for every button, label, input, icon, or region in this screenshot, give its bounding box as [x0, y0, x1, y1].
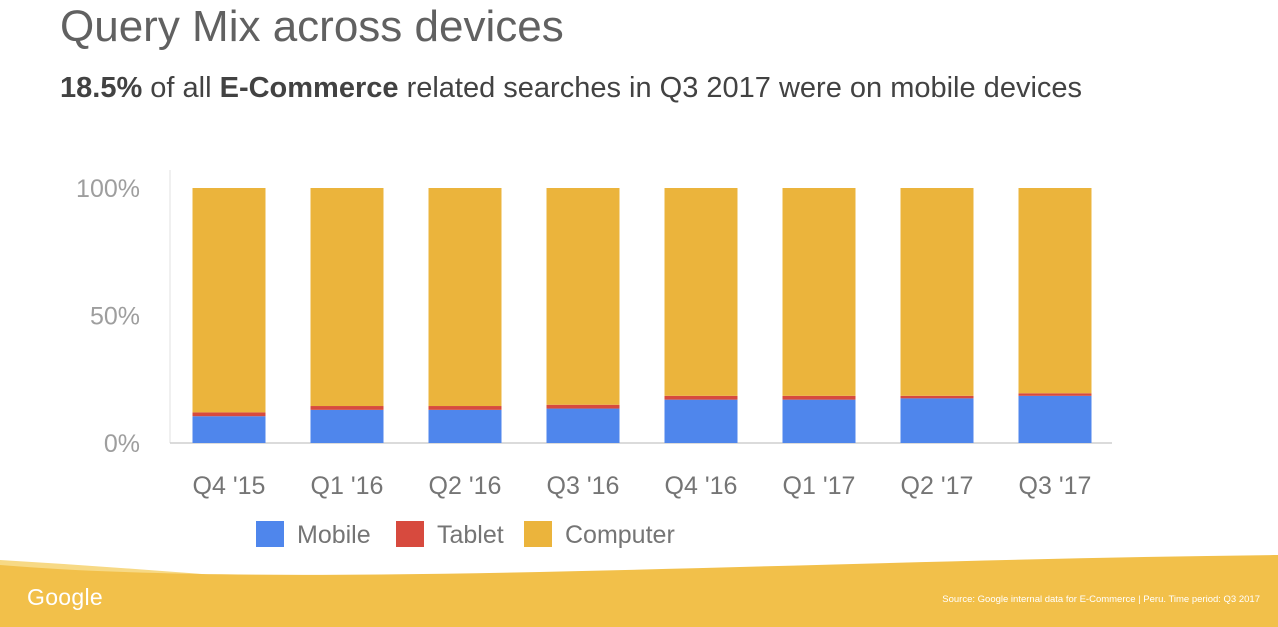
bar-segment-computer [192, 188, 266, 413]
y-tick-label: 100% [76, 175, 140, 203]
x-tick-label: Q3 '17 [1019, 472, 1092, 500]
bar-segment-computer [782, 188, 856, 396]
bar-segment-mobile [546, 408, 620, 443]
bar-segment-tablet [664, 395, 738, 400]
bar-segment-computer [900, 188, 974, 396]
bar-segment-mobile [192, 416, 266, 443]
x-tick-label: Q3 '16 [547, 472, 620, 500]
footer-band-shape [0, 555, 1278, 627]
legend-label-tablet: Tablet [437, 521, 504, 549]
footer-background [0, 555, 1278, 627]
bar-segment-tablet [546, 404, 620, 409]
source-note: Source: Google internal data for E-Comme… [942, 594, 1260, 605]
subtitle-text-1: of all [142, 72, 220, 104]
subtitle-text-2: related searches in Q3 2017 were on mobi… [398, 72, 1083, 104]
page-title: Query Mix across devices [60, 2, 564, 51]
bar-segment-mobile [310, 409, 384, 443]
bar-segment-tablet [428, 406, 502, 410]
legend: Mobile Tablet Computer [256, 521, 675, 549]
bar-segment-mobile [900, 398, 974, 443]
bars [192, 188, 1092, 443]
google-logo: Google [27, 584, 103, 610]
x-tick-label: Q4 '16 [665, 472, 738, 500]
x-tick-label: Q2 '17 [901, 472, 974, 500]
legend-swatch-tablet [396, 521, 424, 547]
bar-segment-computer [428, 188, 502, 407]
x-tick-label: Q1 '17 [783, 472, 856, 500]
x-tick-label: Q4 '15 [193, 472, 266, 500]
legend-swatch-computer [524, 521, 552, 547]
legend-swatch-mobile [256, 521, 284, 547]
bar-segment-mobile [782, 399, 856, 443]
x-tick-label: Q2 '16 [429, 472, 502, 500]
y-tick-label: 0% [104, 430, 140, 458]
legend-label-mobile: Mobile [297, 521, 371, 549]
bar-segment-tablet [782, 395, 856, 400]
bar-segment-mobile [1018, 395, 1092, 443]
y-axis-ticks: 0% 50% 100% [76, 175, 140, 458]
bar-segment-tablet [192, 412, 266, 417]
bar-segment-computer [546, 188, 620, 405]
bar-segment-tablet [1018, 393, 1092, 396]
subtitle-category: E-Commerce [219, 72, 399, 104]
bar-segment-mobile [664, 399, 738, 443]
bar-segment-tablet [900, 395, 974, 399]
bar-segment-tablet [310, 406, 384, 410]
y-tick-label: 50% [90, 303, 140, 331]
bar-segment-computer [664, 188, 738, 396]
bar-segment-mobile [428, 409, 502, 443]
bar-segment-computer [310, 188, 384, 407]
x-axis-ticks: Q4 '15 Q1 '16 Q2 '16 Q3 '16 Q4 '16 Q1 '17 Q2 '… [193, 472, 1092, 500]
page-subtitle: 18.5% of all E-Commerce related searches… [60, 72, 1082, 105]
bar-segment-computer [1018, 188, 1092, 394]
x-tick-label: Q1 '16 [311, 472, 384, 500]
legend-label-computer: Computer [565, 521, 675, 549]
subtitle-percentage: 18.5% [60, 72, 143, 104]
